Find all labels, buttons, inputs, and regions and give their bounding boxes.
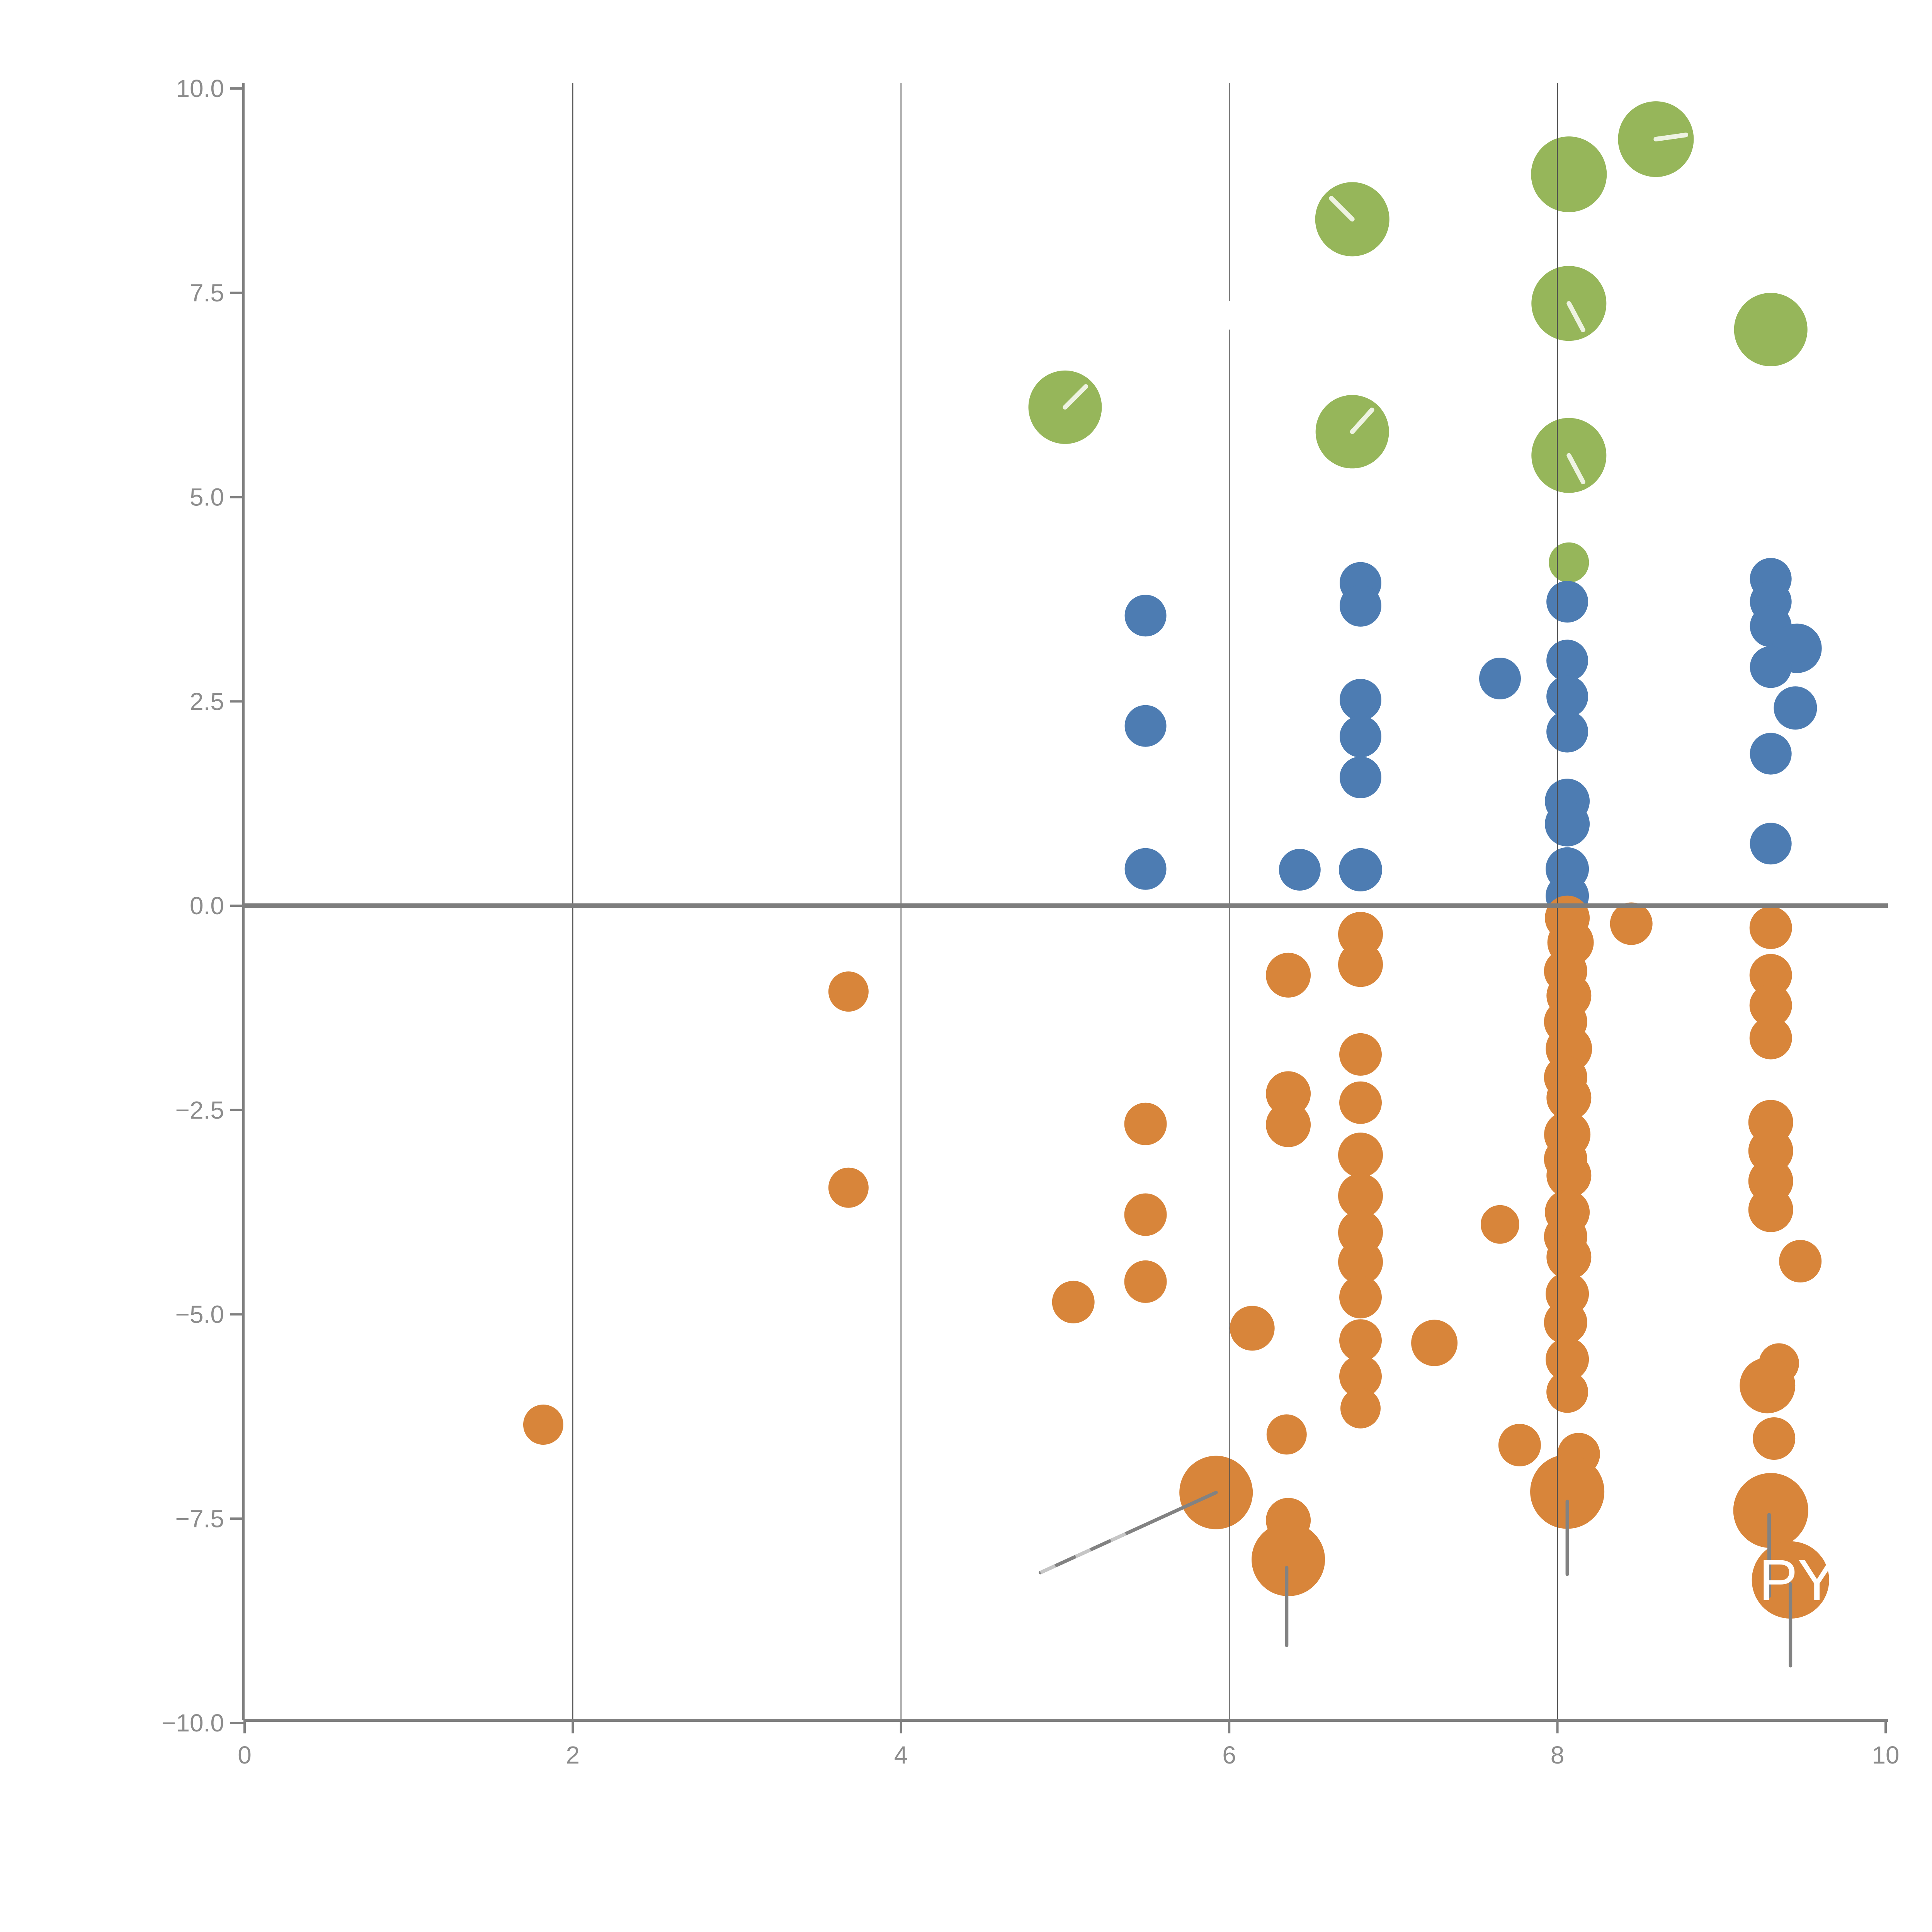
scatter-point <box>1338 1173 1383 1218</box>
series-green <box>1028 101 1808 583</box>
scatter-point <box>1266 952 1311 998</box>
scatter-point <box>1340 679 1381 721</box>
connector-lines <box>1039 1491 1793 1668</box>
scatter-point <box>1340 585 1381 627</box>
scatter-point <box>1340 716 1381 758</box>
y-tick-label: 0.0 <box>190 892 224 920</box>
scatter-point <box>1545 801 1590 847</box>
scatter-point <box>1546 711 1588 753</box>
scatter-point <box>1749 1017 1792 1060</box>
scatter-point <box>1339 1319 1382 1362</box>
scatter-point <box>1749 954 1792 997</box>
y-tick-label: 10.0 <box>176 75 224 102</box>
scatter-point <box>1124 595 1167 637</box>
x-tick-label: 4 <box>894 1741 908 1769</box>
scatter-point <box>1411 1320 1458 1366</box>
scatter-point <box>1339 848 1382 891</box>
scatter-point <box>1546 675 1588 718</box>
connector-line-dashes <box>1039 1527 1138 1574</box>
y-tick-label: 2.5 <box>190 687 224 715</box>
scatter-point <box>1279 849 1321 891</box>
scatter-point <box>1549 542 1589 583</box>
scatter-point <box>1339 1355 1382 1398</box>
scatter-point <box>1338 1240 1383 1285</box>
point-annotations: PY <box>1759 1548 1836 1612</box>
scatter-point <box>1338 942 1383 987</box>
scatter-point <box>1481 1205 1519 1244</box>
scatter-point <box>1124 1260 1167 1303</box>
x-tick-label: 0 <box>238 1741 252 1769</box>
bubble-hand-line <box>1350 407 1374 434</box>
gridlines <box>572 83 1558 1720</box>
y-tick-label: −2.5 <box>175 1096 224 1124</box>
scatter-point <box>1750 823 1792 865</box>
scatter-point <box>1749 906 1792 949</box>
scatter-point <box>1340 1388 1381 1429</box>
scatter-point <box>1266 1071 1311 1116</box>
scatter-point <box>1544 1301 1587 1344</box>
scatter-point <box>1124 848 1167 890</box>
scatter-point <box>1753 1417 1796 1460</box>
x-tick-label: 8 <box>1551 1741 1565 1769</box>
scatter-point <box>1750 646 1792 688</box>
y-tick-label: 5.0 <box>190 483 224 511</box>
x-tick-label: 2 <box>566 1741 580 1769</box>
bubble-hand-line <box>1566 301 1585 332</box>
scatter-point <box>1124 1193 1167 1236</box>
scatter-point <box>1052 1281 1095 1323</box>
scatter-point <box>1779 1240 1822 1282</box>
scatter-point <box>1124 1102 1167 1145</box>
scatter-point <box>1749 984 1792 1027</box>
y-tick-label: −10.0 <box>162 1709 224 1737</box>
scatter-point <box>1546 1371 1588 1413</box>
bubble-hand-line <box>1653 133 1689 142</box>
connector-line <box>1039 1491 1218 1575</box>
y-tick-label: −5.0 <box>175 1301 224 1328</box>
bubble-hand-line <box>1063 384 1088 410</box>
scatter-point <box>1498 1423 1541 1466</box>
axis-spines <box>242 83 1888 1722</box>
y-tick-label: −7.5 <box>175 1505 224 1532</box>
scatter-point <box>1546 1337 1589 1381</box>
bubble-hand-line <box>1566 453 1585 485</box>
scatter-point <box>1230 1306 1275 1351</box>
scatter-point <box>1479 658 1521 699</box>
scatter-point <box>828 971 869 1012</box>
x-axis-ticks: 0 2 4 6 8 10 <box>238 1720 1900 1769</box>
scatter-point <box>1339 1033 1382 1076</box>
scatter-point <box>523 1405 563 1445</box>
scatter-point <box>1338 1133 1383 1178</box>
scatter-point <box>1734 293 1808 366</box>
scatter-point <box>1733 1473 1808 1548</box>
scatter-point <box>1339 1276 1382 1319</box>
scatter-point <box>1266 1414 1307 1455</box>
scatter-point <box>1252 1523 1325 1596</box>
scatter-point <box>1740 1357 1796 1413</box>
scatter-point <box>1531 136 1607 213</box>
point-label-python: PY <box>1759 1548 1836 1612</box>
y-axis-ticks: 10.0 7.5 5.0 2.5 0.0 −2.5 −5.0 −7.5 −10.0 <box>162 75 243 1737</box>
x-tick-label: 6 <box>1222 1741 1236 1769</box>
scatter-point <box>828 1167 869 1208</box>
series-blue <box>1124 558 1822 918</box>
scatter-point <box>1266 1102 1311 1147</box>
y-tick-label: 7.5 <box>190 279 224 307</box>
scatter-point <box>1750 733 1792 775</box>
scatter-point <box>1339 1081 1382 1124</box>
scatter-point <box>1546 639 1588 682</box>
scatter-point <box>1610 902 1653 945</box>
scatter-point <box>1748 1187 1793 1232</box>
scatter-point <box>1530 1454 1605 1529</box>
bubble-hand-line <box>1329 196 1355 222</box>
scatter-point <box>1340 756 1381 798</box>
scatter-point <box>1752 1541 1829 1619</box>
scatter-point <box>1774 686 1817 730</box>
scatter-point <box>1124 705 1167 747</box>
scatter-point <box>1546 581 1588 623</box>
x-tick-label: 10 <box>1872 1741 1899 1769</box>
